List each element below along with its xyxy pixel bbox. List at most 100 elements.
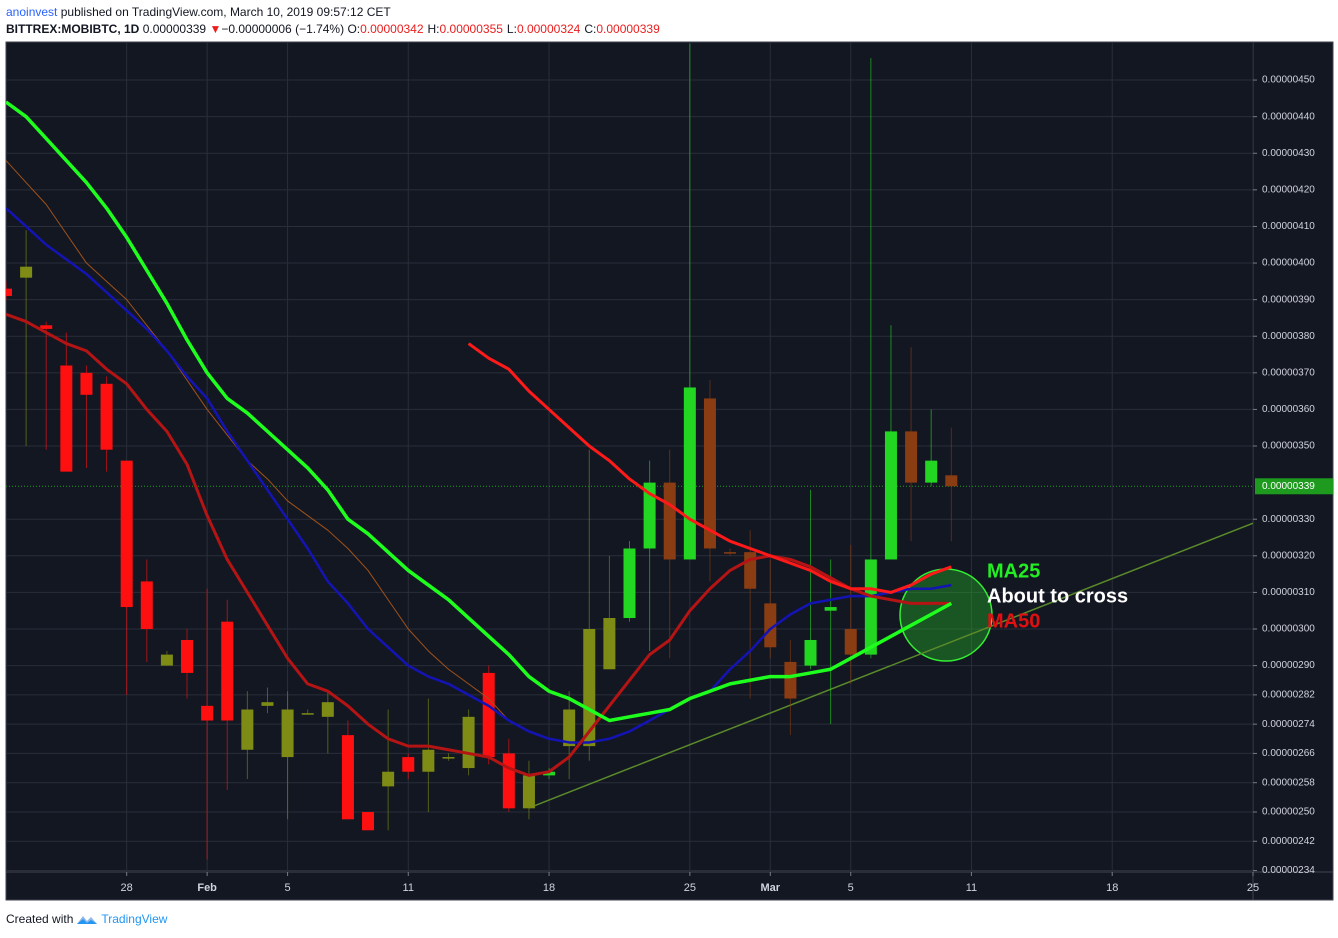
- change: −0.00000006 (−1.74%): [221, 22, 345, 36]
- candle-body: [301, 713, 314, 715]
- published: published on TradingView.com, March 10, …: [60, 5, 391, 19]
- y-tick-label: 0.00000410: [1262, 221, 1315, 232]
- candle-body: [482, 672, 495, 758]
- candle-body: [844, 629, 857, 655]
- candle-body: [281, 709, 294, 758]
- y-tick-label: 0.00000300: [1262, 624, 1315, 635]
- candle-body: [6, 288, 12, 296]
- candle-body: [905, 431, 918, 483]
- y-tick-label: 0.00000380: [1262, 331, 1315, 342]
- y-tick-label: 0.00000440: [1262, 111, 1315, 122]
- candle-body: [925, 460, 938, 483]
- candle-body: [442, 757, 455, 759]
- candle-body: [764, 603, 777, 648]
- ohlc-value: 0.00000355: [439, 22, 503, 36]
- candle-body: [100, 383, 113, 450]
- candle-body: [784, 661, 797, 699]
- y-tick-label: 0.00000282: [1262, 690, 1315, 701]
- ohlc-label: C:: [584, 22, 597, 36]
- symbol: BITTREX:MOBIBTC, 1D: [6, 22, 140, 36]
- author[interactable]: anoinvest: [6, 5, 58, 19]
- annotation: MA50: [987, 610, 1040, 632]
- candle-body: [522, 775, 535, 809]
- candle-body: [201, 705, 214, 721]
- price: 0.00000339: [142, 22, 207, 36]
- candle-body: [724, 552, 737, 554]
- candle-body: [462, 716, 475, 769]
- candle-body: [543, 771, 556, 776]
- candle-body: [80, 372, 93, 395]
- last-price-badge: [1255, 478, 1333, 495]
- y-tick-label: 0.00000242: [1262, 836, 1315, 847]
- candle-body: [140, 581, 153, 630]
- candle-body: [603, 618, 616, 670]
- candle-body: [643, 482, 656, 549]
- x-tick-label: Mar: [761, 882, 781, 894]
- candle-body: [583, 629, 596, 747]
- y-tick-label: 0.00000360: [1262, 404, 1315, 415]
- x-tick-label: 11: [403, 882, 414, 894]
- candle-body: [20, 266, 33, 278]
- last-price-label: 0.00000339: [1262, 481, 1315, 492]
- ohlc-value: 0.00000339: [596, 22, 660, 36]
- footer: Created with TradingView: [6, 912, 167, 926]
- moving-average: [6, 312, 952, 777]
- candle-body: [40, 325, 53, 329]
- y-tick-label: 0.00000234: [1262, 865, 1315, 876]
- moving-average: [6, 207, 952, 744]
- candle-body: [663, 482, 676, 560]
- candle-body: [241, 709, 254, 750]
- trendline: [528, 522, 1253, 809]
- annotation: MA25: [987, 560, 1040, 582]
- x-tick-label: Feb: [197, 882, 217, 894]
- y-tick-label: 0.00000450: [1262, 75, 1315, 86]
- candle-body: [804, 639, 817, 666]
- candle-body: [945, 475, 958, 487]
- y-tick-label: 0.00000370: [1262, 367, 1315, 378]
- candle-body: [341, 735, 354, 820]
- candle-body: [60, 365, 73, 472]
- candle-body: [683, 387, 696, 560]
- x-tick-label: 18: [1106, 882, 1118, 894]
- tv-logo: [77, 916, 98, 924]
- x-tick-label: 5: [848, 882, 854, 894]
- x-tick-label: 28: [121, 882, 133, 894]
- candle-body: [864, 559, 877, 655]
- moving-average: [6, 100, 953, 723]
- ohlc-label: O:: [347, 22, 361, 36]
- candle-body: [362, 811, 375, 831]
- x-tick-label: 5: [285, 882, 291, 894]
- y-tick-label: 0.00000330: [1262, 514, 1315, 525]
- candle-body: [181, 639, 194, 673]
- y-tick-label: 0.00000390: [1262, 294, 1315, 305]
- x-tick-label: 18: [543, 882, 555, 894]
- candle-body: [703, 398, 716, 549]
- candle-body: [321, 702, 334, 717]
- y-tick-label: 0.00000420: [1262, 184, 1315, 195]
- ohlc-value: 0.00000324: [516, 22, 581, 36]
- candle-body: [563, 709, 576, 747]
- y-tick-label: 0.00000250: [1262, 807, 1315, 818]
- grid: [6, 42, 1253, 872]
- axes: 0.00000450 0.00000440 0.00000430 0.00000420…: [121, 75, 1333, 894]
- candle-body: [824, 607, 837, 611]
- symbol-line: BITTREX:MOBIBTC, 1D 0.00000339 ▼−0.00000…: [6, 22, 664, 36]
- ohlc-value: 0.00000342: [360, 22, 424, 36]
- candle-body: [221, 621, 234, 721]
- y-tick-label: 0.00000320: [1262, 550, 1315, 561]
- moving-average: [467, 342, 952, 594]
- footer-brand[interactable]: TradingView: [101, 912, 168, 926]
- candle-body: [382, 771, 395, 787]
- annotation: About to cross: [987, 585, 1128, 607]
- x-tick-label: 25: [684, 882, 696, 894]
- candle-body: [884, 431, 897, 560]
- y-tick-label: 0.00000310: [1262, 587, 1315, 598]
- y-tick-label: 0.00000266: [1262, 748, 1315, 759]
- publish-line: anoinvest published on TradingView.com, …: [6, 5, 391, 19]
- y-tick-label: 0.00000350: [1262, 441, 1315, 452]
- x-tick-label: 11: [966, 882, 977, 894]
- moving-average: [6, 160, 510, 721]
- candle-body: [623, 548, 636, 619]
